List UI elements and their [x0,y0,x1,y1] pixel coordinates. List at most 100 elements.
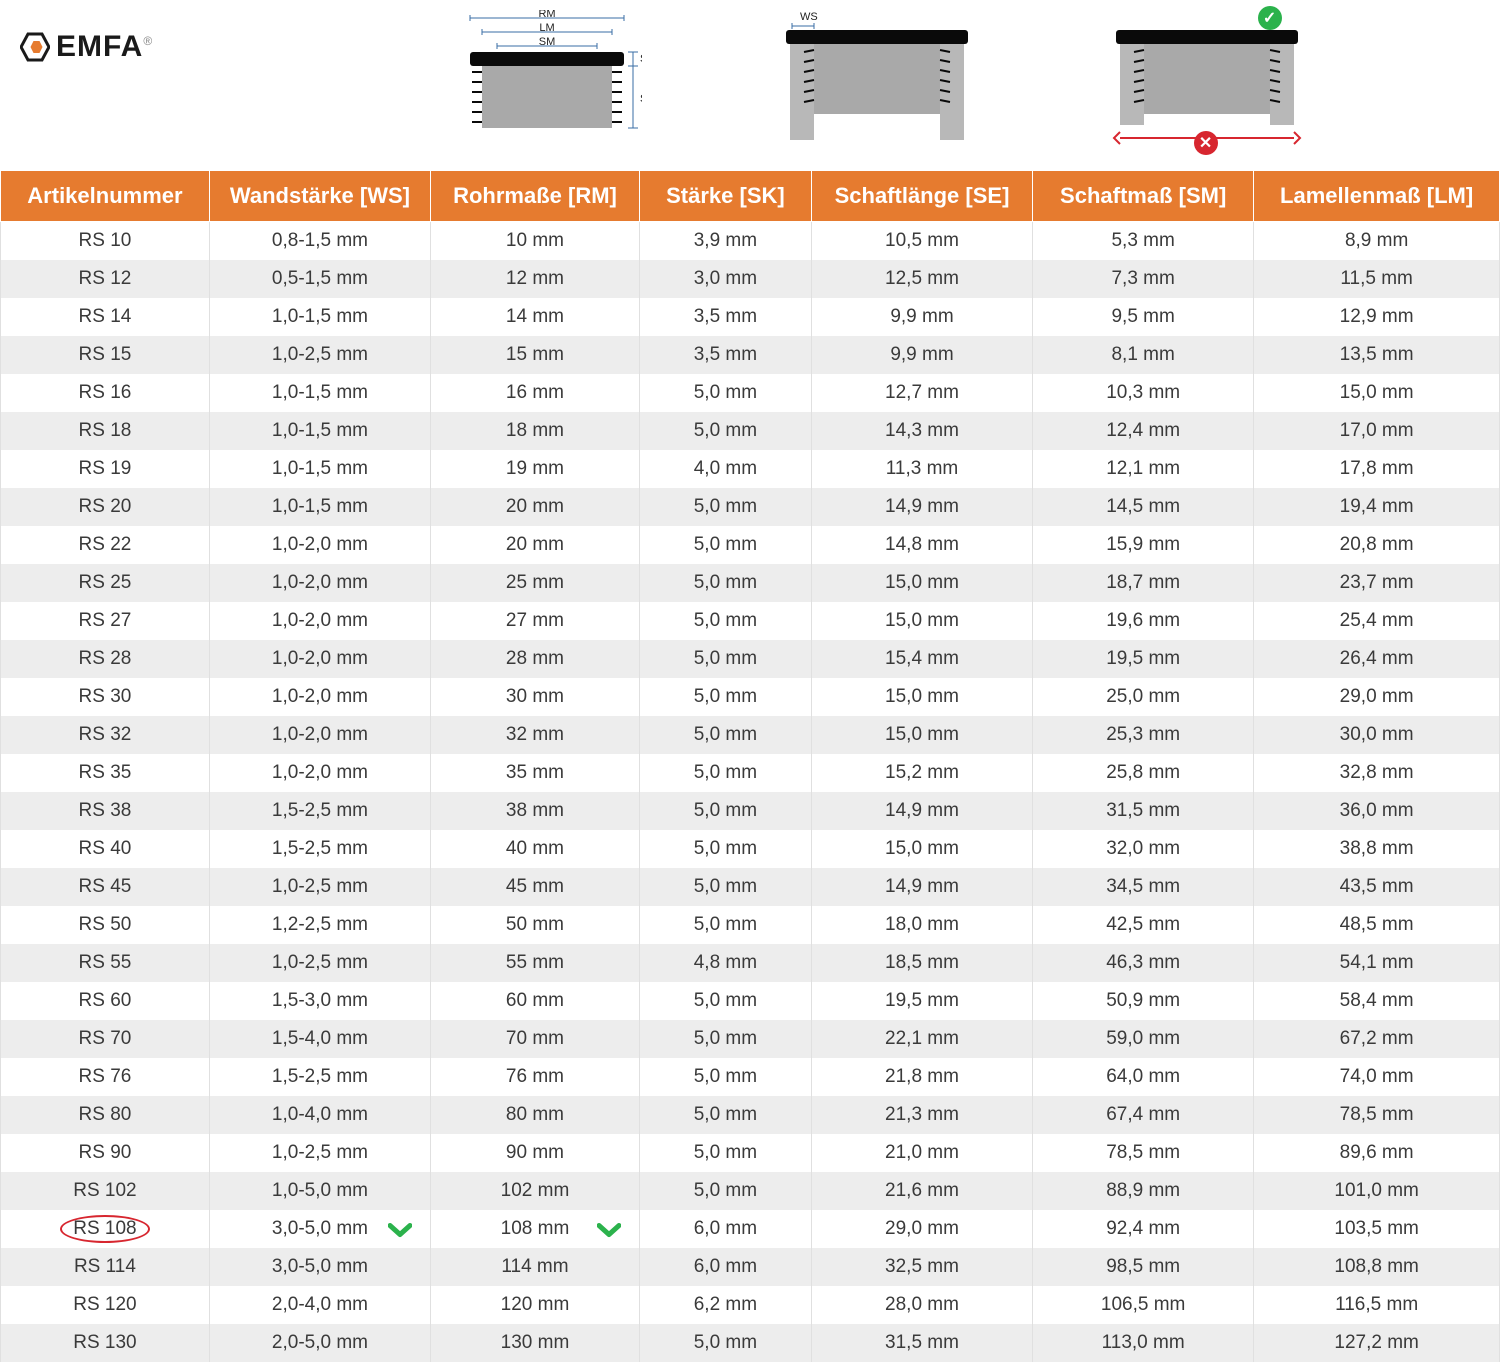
table-cell: 15,9 mm [1033,526,1254,564]
table-cell: 6,2 mm [639,1286,811,1324]
table-cell: 90 mm [431,1134,640,1172]
table-row: RS 381,5-2,5 mm38 mm5,0 mm14,9 mm31,5 mm… [1,792,1500,830]
table-cell: 18,7 mm [1033,564,1254,602]
table-cell: 5,0 mm [639,1020,811,1058]
table-cell: 25 mm [431,564,640,602]
table-cell: 12,9 mm [1254,298,1500,336]
table-cell: 80 mm [431,1096,640,1134]
table-header-row: Artikelnummer Wandstärke [WS] Rohrmaße [… [1,171,1500,222]
table-cell: 59,0 mm [1033,1020,1254,1058]
table-cell: 1,0-1,5 mm [209,298,430,336]
table-cell: 32,5 mm [811,1248,1032,1286]
spec-table-wrap: Artikelnummer Wandstärke [WS] Rohrmaße [… [0,170,1500,1362]
table-cell: 25,0 mm [1033,678,1254,716]
table-cell: 3,9 mm [639,222,811,261]
table-row: RS 501,2-2,5 mm50 mm5,0 mm18,0 mm42,5 mm… [1,906,1500,944]
table-cell: 1,5-2,5 mm [209,830,430,868]
table-cell: 11,5 mm [1254,260,1500,298]
table-cell: 5,0 mm [639,678,811,716]
table-cell: 5,0 mm [639,412,811,450]
table-cell: 127,2 mm [1254,1324,1500,1362]
table-cell: 6,0 mm [639,1248,811,1286]
table-cell: 5,0 mm [639,1134,811,1172]
label-sm: SM [538,36,555,48]
table-row: RS 901,0-2,5 mm90 mm5,0 mm21,0 mm78,5 mm… [1,1134,1500,1172]
table-cell: 1,0-2,0 mm [209,754,430,792]
table-cell: 1,5-4,0 mm [209,1020,430,1058]
table-cell: 3,5 mm [639,336,811,374]
table-cell: 60 mm [431,982,640,1020]
table-cell: 74,0 mm [1254,1058,1500,1096]
table-cell: RS 76 [1,1058,210,1096]
table-cell: 14,3 mm [811,412,1032,450]
table-cell: 14,8 mm [811,526,1032,564]
table-cell: 2,0-5,0 mm [209,1324,430,1362]
table-cell: 28,0 mm [811,1286,1032,1324]
table-cell: 21,0 mm [811,1134,1032,1172]
table-cell: 23,7 mm [1254,564,1500,602]
table-cell: 32 mm [431,716,640,754]
table-cell: 1,0-2,5 mm [209,868,430,906]
table-cell: 10,5 mm [811,222,1032,261]
diagram-dimensions: RM LM SM SK SE [452,10,642,155]
table-cell: 4,0 mm [639,450,811,488]
table-cell: 1,0-5,0 mm [209,1172,430,1210]
table-cell: 42,5 mm [1033,906,1254,944]
table-cell: 6,0 mm [639,1210,811,1248]
table-cell: 30 mm [431,678,640,716]
table-row: RS 1202,0-4,0 mm120 mm6,2 mm28,0 mm106,5… [1,1286,1500,1324]
table-cell: 18,5 mm [811,944,1032,982]
table-cell: 14,5 mm [1033,488,1254,526]
check-icon: ✓ [1258,6,1282,30]
table-cell: 15,0 mm [811,716,1032,754]
header: EMFA® RM LM SM [0,0,1500,170]
label-lm: LM [539,22,554,34]
table-body: RS 100,8-1,5 mm10 mm3,9 mm10,5 mm5,3 mm8… [1,222,1500,1362]
table-cell: 21,6 mm [811,1172,1032,1210]
spec-table: Artikelnummer Wandstärke [WS] Rohrmaße [… [0,170,1500,1362]
table-cell: 5,0 mm [639,602,811,640]
table-cell: RS 14 [1,298,210,336]
table-cell: 92,4 mm [1033,1210,1254,1248]
table-cell: 1,0-2,0 mm [209,526,430,564]
table-cell: 14,9 mm [811,488,1032,526]
table-row: RS 281,0-2,0 mm28 mm5,0 mm15,4 mm19,5 mm… [1,640,1500,678]
brand-reg: ® [143,34,153,48]
table-cell: 14 mm [431,298,640,336]
table-cell: 1,0-2,0 mm [209,564,430,602]
table-cell: 29,0 mm [811,1210,1032,1248]
table-row: RS 801,0-4,0 mm80 mm5,0 mm21,3 mm67,4 mm… [1,1096,1500,1134]
table-cell: 19,4 mm [1254,488,1500,526]
table-cell: 78,5 mm [1254,1096,1500,1134]
table-cell: 1,0-2,0 mm [209,640,430,678]
table-row: RS 351,0-2,0 mm35 mm5,0 mm15,2 mm25,8 mm… [1,754,1500,792]
table-cell: 5,0 mm [639,640,811,678]
diagram-ws: WS [782,10,972,155]
table-cell: RS 16 [1,374,210,412]
table-row: RS 1021,0-5,0 mm102 mm5,0 mm21,6 mm88,9 … [1,1172,1500,1210]
table-cell: 34,5 mm [1033,868,1254,906]
table-row: RS 1143,0-5,0 mm114 mm6,0 mm32,5 mm98,5 … [1,1248,1500,1286]
table-cell: RS 32 [1,716,210,754]
diagram-correct-incorrect: ✓ ✕ [1112,10,1302,155]
table-cell: 5,0 mm [639,716,811,754]
table-cell: 1,0-1,5 mm [209,374,430,412]
table-cell: RS 38 [1,792,210,830]
table-cell: 8,1 mm [1033,336,1254,374]
table-row: RS 1083,0-5,0 mm108 mm6,0 mm29,0 mm92,4 … [1,1210,1500,1248]
table-cell: 67,2 mm [1254,1020,1500,1058]
table-row: RS 141,0-1,5 mm14 mm3,5 mm9,9 mm9,5 mm12… [1,298,1500,336]
table-cell: 25,8 mm [1033,754,1254,792]
label-rm: RM [538,10,555,20]
table-cell: 58,4 mm [1254,982,1500,1020]
table-cell: 31,5 mm [1033,792,1254,830]
diagrams-row: RM LM SM SK SE [273,10,1480,155]
table-row: RS 120,5-1,5 mm12 mm3,0 mm12,5 mm7,3 mm1… [1,260,1500,298]
table-cell: 1,0-2,0 mm [209,602,430,640]
table-cell: 15,0 mm [811,678,1032,716]
table-cell: 9,5 mm [1033,298,1254,336]
check-icon [388,1214,412,1245]
table-cell: 43,5 mm [1254,868,1500,906]
table-cell: 7,3 mm [1033,260,1254,298]
table-cell: 5,0 mm [639,488,811,526]
